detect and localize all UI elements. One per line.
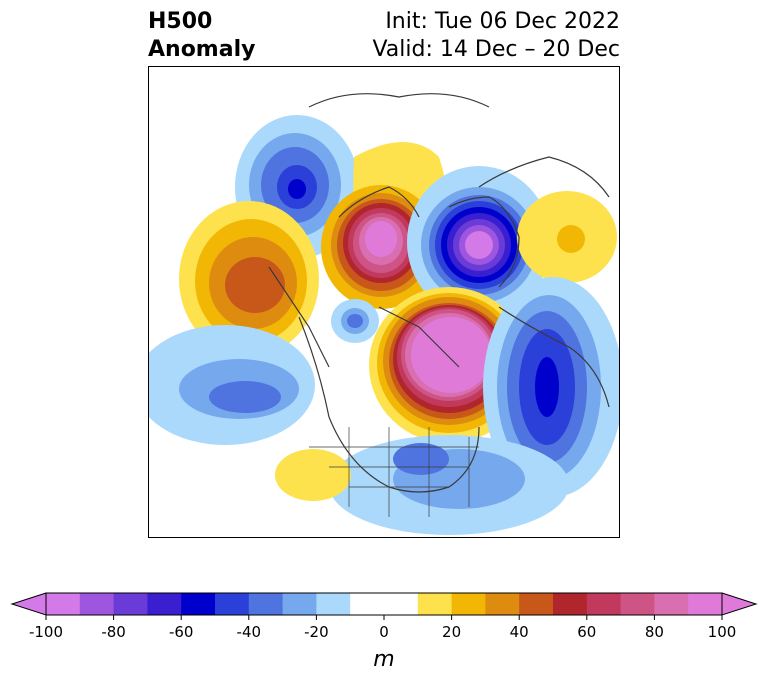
colorbar-cell xyxy=(316,593,351,615)
colorbar-ticks: -100 -80 -60 -40 -20 0 20 40 60 80 100 xyxy=(29,615,736,641)
colorbar: -100 -80 -60 -40 -20 0 20 40 60 80 100 m xyxy=(10,592,758,672)
state-borders xyxy=(309,427,479,517)
colorbar-tick-label: -80 xyxy=(101,623,126,641)
init-date: Init: Tue 06 Dec 2022 xyxy=(385,9,620,34)
anomaly-negative-us xyxy=(329,435,569,535)
colorbar-cell xyxy=(282,593,317,615)
map-title: H500 Anomaly xyxy=(148,8,255,64)
colorbar-cell xyxy=(654,593,689,615)
map-dates: Init: Tue 06 Dec 2022 Valid: 14 Dec – 20… xyxy=(372,8,620,64)
colorbar-cell xyxy=(620,593,655,615)
colorbar-cell xyxy=(586,593,622,615)
colorbar-unit: m xyxy=(373,647,394,672)
colorbar-tick-label: 20 xyxy=(442,623,461,641)
colorbar-cell xyxy=(451,593,486,615)
anomaly-positive-us-west xyxy=(275,449,351,501)
title-field: Anomaly xyxy=(148,37,256,62)
colorbar-tick-label: 0 xyxy=(379,623,389,641)
coastlines xyxy=(268,93,610,493)
colorbar-cell xyxy=(79,593,115,615)
colorbar-extend-min xyxy=(10,592,47,616)
colorbar-tick-label: -40 xyxy=(237,623,262,641)
colorbar-cell xyxy=(688,593,723,615)
colorbar-cell xyxy=(181,593,216,615)
colorbar-cell xyxy=(215,593,250,615)
colorbar-tick-label: 40 xyxy=(510,623,529,641)
anomaly-positive-arctic xyxy=(321,185,441,309)
colorbar-cell xyxy=(46,593,81,615)
colorbar-cell xyxy=(248,593,284,615)
colorbar-cell xyxy=(147,593,182,615)
colorbar-tick-label: 100 xyxy=(708,623,737,641)
valid-range: Valid: 14 Dec – 20 Dec xyxy=(372,37,620,62)
colorbar-cell xyxy=(519,593,554,615)
title-variable: H500 xyxy=(148,9,213,34)
colorbar-extend-max xyxy=(721,592,758,616)
colorbar-cell xyxy=(553,593,588,615)
anomaly-negative-siberia xyxy=(407,166,551,318)
colorbar-tick-label: -20 xyxy=(304,623,329,641)
anomaly-positive-west xyxy=(179,201,319,357)
anomaly-map-svg xyxy=(149,93,619,535)
anomaly-map xyxy=(148,66,620,538)
anomaly-negative-pacific xyxy=(149,325,315,445)
colorbar-tick-label: 80 xyxy=(645,623,664,641)
anomaly-positive-east xyxy=(517,191,617,283)
anomaly-negative-europe xyxy=(483,277,619,497)
colorbar-cell xyxy=(485,593,520,615)
colorbar-tick-label: 60 xyxy=(577,623,596,641)
colorbar-cell xyxy=(113,593,148,615)
colorbar-cell xyxy=(350,593,385,615)
colorbar-tick-label: -100 xyxy=(29,623,63,641)
colorbar-cell xyxy=(384,593,419,615)
colorbar-tick-label: -60 xyxy=(169,623,194,641)
colorbar-cell xyxy=(417,593,453,615)
colorbar-cells xyxy=(46,593,723,615)
anomaly-negative-pole xyxy=(331,299,379,343)
